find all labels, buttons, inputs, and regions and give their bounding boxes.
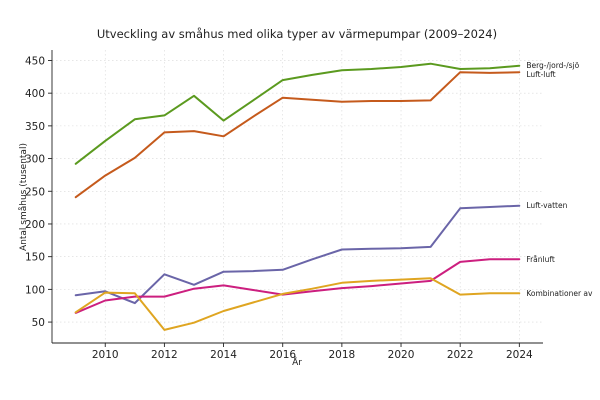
x-tick-label: 2012 — [151, 349, 178, 361]
x-tick-label: 2010 — [92, 349, 119, 361]
chart-title: Utveckling av småhus med olika typer av … — [97, 27, 497, 41]
y-axis-title: Antal småhus (tusental) — [18, 143, 29, 251]
series-label: Luft-luft — [526, 70, 555, 79]
series-label: Berg-/jord-/sjö — [526, 61, 579, 70]
x-tick-label: 2020 — [388, 349, 415, 361]
series-label: Kombinationer av — [526, 289, 593, 298]
y-tick-label: 400 — [25, 88, 45, 100]
x-tick-label: 2018 — [329, 349, 356, 361]
y-tick-label: 300 — [25, 154, 45, 166]
series-line — [74, 258, 521, 314]
series-line — [74, 277, 521, 331]
x-tick-label: 2016 — [269, 349, 296, 361]
series-line — [74, 62, 521, 165]
y-tick-label: 350 — [25, 121, 45, 133]
series-label: Frånluft — [526, 255, 555, 264]
y-tick-label: 450 — [25, 55, 45, 67]
series-lines — [74, 62, 521, 331]
x-tick-label: 2014 — [210, 349, 237, 361]
x-tick-label: 2022 — [447, 349, 474, 361]
axes: 50 100 150 200 250 300 350 400 450 2010 2012 2014 20… — [25, 50, 543, 361]
x-axis-title: År — [292, 356, 302, 368]
y-tick-label: 150 — [25, 252, 45, 264]
x-tick-label: 2024 — [506, 349, 533, 361]
series-label: Luft-vatten — [526, 201, 567, 210]
y-tick-label: 50 — [32, 317, 45, 329]
series-line — [74, 204, 521, 305]
y-tick-label: 250 — [25, 186, 45, 198]
series-line — [74, 71, 521, 199]
y-tick-label: 200 — [25, 219, 45, 231]
y-tick-label: 100 — [25, 284, 45, 296]
